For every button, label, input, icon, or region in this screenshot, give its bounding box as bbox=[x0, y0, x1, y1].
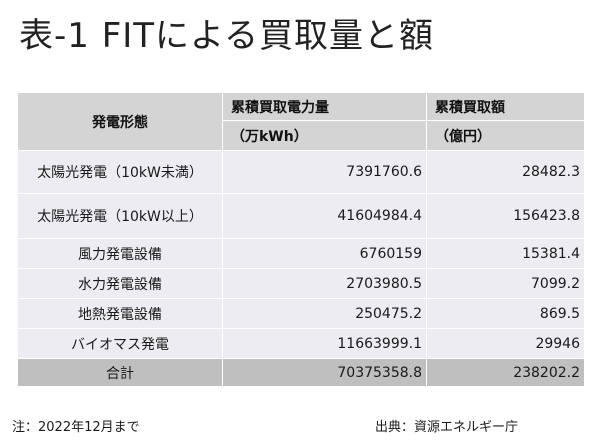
table-row: 風力発電設備 6760159 15381.4 bbox=[17, 238, 585, 269]
table-unit-row: （万kWh） （億円） bbox=[18, 120, 585, 151]
table-row: 太陽光発電（10kW未満） 7391760.6 28482.3 bbox=[17, 150, 585, 194]
row-energy: 41604984.4 bbox=[222, 193, 427, 239]
row-label: 風力発電設備 bbox=[17, 238, 223, 269]
table-row: バイオマス発電 11663999.1 29946 bbox=[17, 328, 585, 359]
total-label: 合計 bbox=[17, 358, 223, 387]
source-credit: 出典：資源エネルギー庁 bbox=[375, 420, 519, 435]
header-cumulative-amount: 累積買取額 bbox=[426, 92, 585, 121]
header-cumulative-energy: 累積買取電力量 bbox=[222, 92, 427, 121]
row-amount: 7099.2 bbox=[426, 268, 585, 299]
row-label: 太陽光発電（10kW未満） bbox=[17, 150, 223, 194]
fit-purchase-table: 発電形態 累積買取電力量 累積買取額 （万kWh） （億円） 太陽光発電（10k… bbox=[17, 92, 585, 387]
table-row: 地熱発電設備 250475.2 869.5 bbox=[17, 298, 585, 329]
row-amount: 15381.4 bbox=[426, 238, 585, 269]
table-row: 水力発電設備 2703980.5 7099.2 bbox=[17, 268, 585, 299]
row-energy: 250475.2 bbox=[222, 298, 427, 329]
row-label: 水力発電設備 bbox=[17, 268, 223, 299]
header-generation-type: 発電形態 bbox=[17, 92, 223, 151]
row-label: バイオマス発電 bbox=[17, 328, 223, 359]
table-header-row: 発電形態 累積買取電力量 累積買取額 bbox=[17, 92, 585, 151]
header-amount-unit: （億円） bbox=[426, 120, 585, 151]
row-energy: 2703980.5 bbox=[222, 268, 427, 299]
row-energy: 11663999.1 bbox=[222, 328, 427, 359]
row-label: 太陽光発電（10kW以上） bbox=[17, 193, 223, 239]
total-energy: 70375358.8 bbox=[222, 358, 427, 387]
row-amount: 28482.3 bbox=[426, 150, 585, 194]
row-label: 地熱発電設備 bbox=[17, 298, 223, 329]
row-energy: 6760159 bbox=[222, 238, 427, 269]
table-total-row: 合計 70375358.8 238202.2 bbox=[17, 358, 585, 387]
row-amount: 869.5 bbox=[426, 298, 585, 329]
row-energy: 7391760.6 bbox=[222, 150, 427, 194]
row-amount: 156423.8 bbox=[426, 193, 585, 239]
footnote: 注：2022年12月まで bbox=[12, 420, 140, 435]
header-energy-unit: （万kWh） bbox=[222, 120, 427, 151]
total-amount: 238202.2 bbox=[426, 358, 585, 387]
row-amount: 29946 bbox=[426, 328, 585, 359]
page-title: 表-1 FITによる買取量と額 bbox=[19, 16, 435, 56]
table-row: 太陽光発電（10kW以上） 41604984.4 156423.8 bbox=[17, 193, 585, 239]
